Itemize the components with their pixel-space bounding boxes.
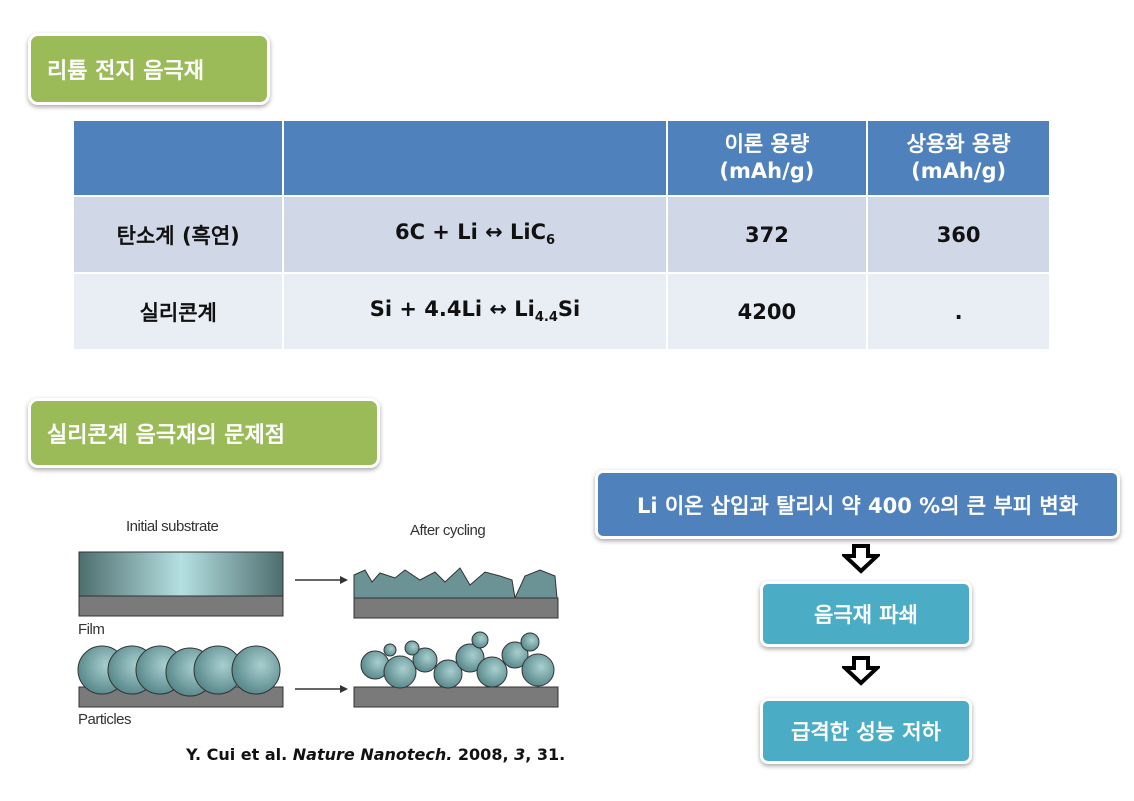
cell-reaction: 6C + Li ↔ LiC6 xyxy=(282,195,668,274)
flow-step-volume-change: Li 이온 삽입과 탈리시 약 400 %의 큰 부피 변화 xyxy=(595,470,1120,539)
silicon-degradation-figure xyxy=(77,551,559,708)
label-particles: Particles xyxy=(78,711,132,728)
label-film: Film xyxy=(78,621,105,638)
table-row: 탄소계 (흑연) 6C + Li ↔ LiC6 372 360 xyxy=(71,195,1051,274)
header-commercial-capacity: 상용화 용량 (mAh/g) xyxy=(866,119,1051,197)
label-after-cycling: After cycling xyxy=(410,522,486,539)
table-header-row: 이론 용량 (mAh/g) 상용화 용량 (mAh/g) xyxy=(71,119,1051,197)
cell-theory: 4200 xyxy=(665,272,869,351)
citation: Y. Cui et al. Nature Nanotech. 2008, 3, … xyxy=(186,745,566,764)
cell-commercial: 360 xyxy=(866,195,1051,274)
table-row: 실리콘계 Si + 4.4Li ↔ Li4.4Si 4200 . xyxy=(71,272,1051,351)
header-material xyxy=(71,119,285,197)
cell-material: 탄소계 (흑연) xyxy=(71,195,285,274)
section-title-anode-materials: 리튬 전지 음극재 xyxy=(28,33,270,105)
section-title-silicon-problems: 실리콘계 음극재의 문제점 xyxy=(28,398,380,468)
header-text: 이론 용량 xyxy=(724,131,810,156)
down-arrow-icon xyxy=(842,656,880,686)
label-initial-substrate: Initial substrate xyxy=(126,518,219,535)
header-reaction xyxy=(282,119,668,197)
header-text: 상용화 용량 xyxy=(906,131,1011,156)
arrow-icon xyxy=(295,685,348,693)
anode-capacity-table: 이론 용량 (mAh/g) 상용화 용량 (mAh/g) 탄소계 (흑연) 6C +… xyxy=(71,119,1051,351)
cell-material: 실리콘계 xyxy=(71,272,285,351)
header-theoretical-capacity: 이론 용량 (mAh/g) xyxy=(665,119,869,197)
flow-step-anode-fracture: 음극재 파쇄 xyxy=(760,581,972,647)
header-unit: (mAh/g) xyxy=(719,159,815,183)
particles-after xyxy=(353,631,559,708)
cell-commercial: . xyxy=(866,272,1051,351)
flow-step-performance-drop: 급격한 성능 저하 xyxy=(760,698,972,764)
cell-theory: 372 xyxy=(665,195,869,274)
header-unit: (mAh/g) xyxy=(911,159,1007,183)
cell-reaction: Si + 4.4Li ↔ Li4.4Si xyxy=(282,272,668,351)
arrow-icon xyxy=(295,576,348,584)
particles-initial xyxy=(77,645,284,708)
film-after xyxy=(353,567,559,619)
film-initial xyxy=(78,551,284,617)
down-arrow-icon xyxy=(842,544,880,574)
